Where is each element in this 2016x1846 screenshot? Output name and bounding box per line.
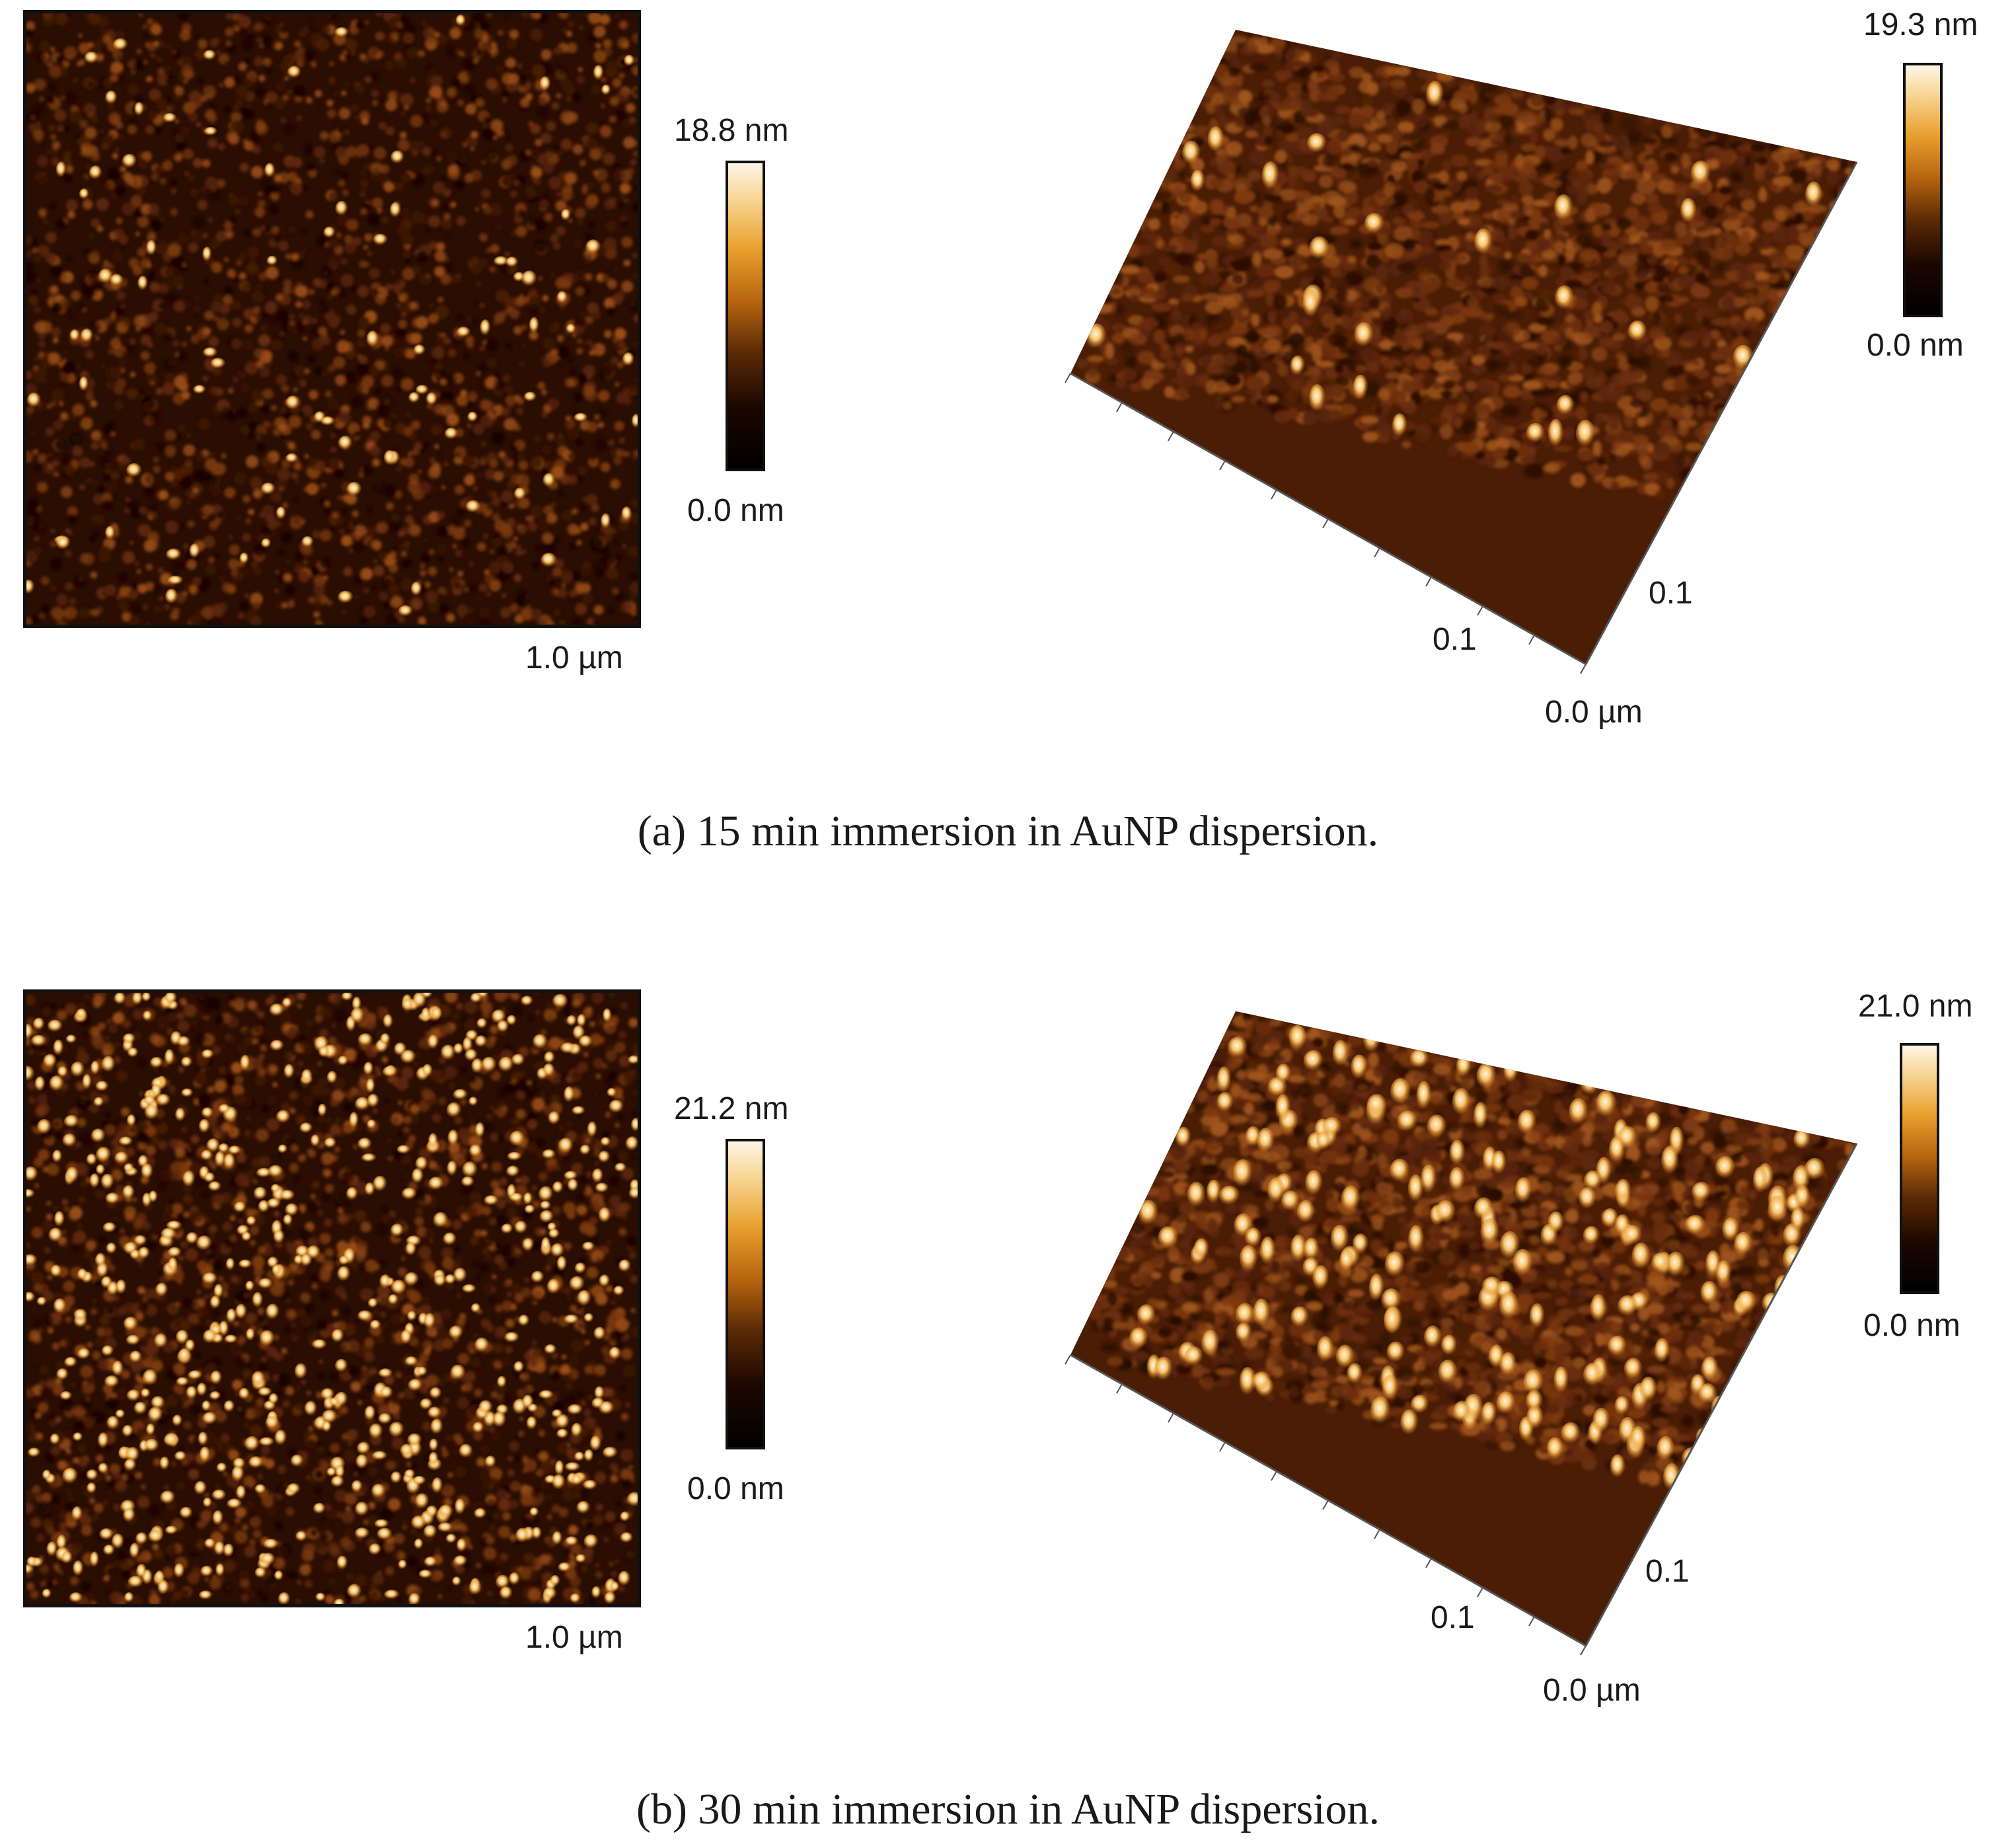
scan-size-label-b: 1.0 µm bbox=[525, 1620, 623, 1655]
axis-label-right-b: 0.1 bbox=[1645, 1554, 1690, 1589]
colorbar-3d-a bbox=[1903, 63, 1943, 317]
colorbar-2d-min-b: 0.0 nm bbox=[687, 1471, 784, 1506]
colorbar-3d-min-b: 0.0 nm bbox=[1863, 1308, 1960, 1343]
colorbar-2d-min-a: 0.0 nm bbox=[687, 493, 784, 528]
afm-3d-view-b bbox=[1057, 998, 1870, 1692]
origin-label-a: 0.0 µm bbox=[1545, 695, 1643, 730]
scan-size-label-a: 1.0 µm bbox=[525, 640, 623, 675]
colorbar-3d-min-a: 0.0 nm bbox=[1867, 328, 1964, 363]
colorbar-3d-b bbox=[1900, 1043, 1939, 1294]
axis-label-front-a: 0.1 bbox=[1433, 622, 1477, 657]
caption-b: (b) 30 min immersion in AuNP dispersion. bbox=[636, 1785, 1380, 1833]
colorbar-2d-b bbox=[726, 1139, 765, 1449]
axis-label-right-a: 0.1 bbox=[1649, 576, 1693, 611]
colorbar-2d-max-a: 18.8 nm bbox=[674, 113, 789, 148]
colorbar-2d-max-b: 21.2 nm bbox=[674, 1091, 789, 1126]
axis-label-front-b: 0.1 bbox=[1431, 1600, 1475, 1635]
origin-label-b: 0.0 µm bbox=[1543, 1673, 1641, 1708]
colorbar-3d-max-a: 19.3 nm bbox=[1863, 7, 1978, 42]
colorbar-2d-a bbox=[726, 161, 765, 471]
colorbar-3d-max-b: 21.0 nm bbox=[1858, 989, 1973, 1024]
caption-a: (a) 15 min immersion in AuNP dispersion. bbox=[637, 807, 1379, 855]
afm-3d-view-a bbox=[1057, 17, 1870, 711]
afm-2d-map-b bbox=[23, 989, 641, 1607]
afm-2d-map-a bbox=[23, 10, 641, 628]
